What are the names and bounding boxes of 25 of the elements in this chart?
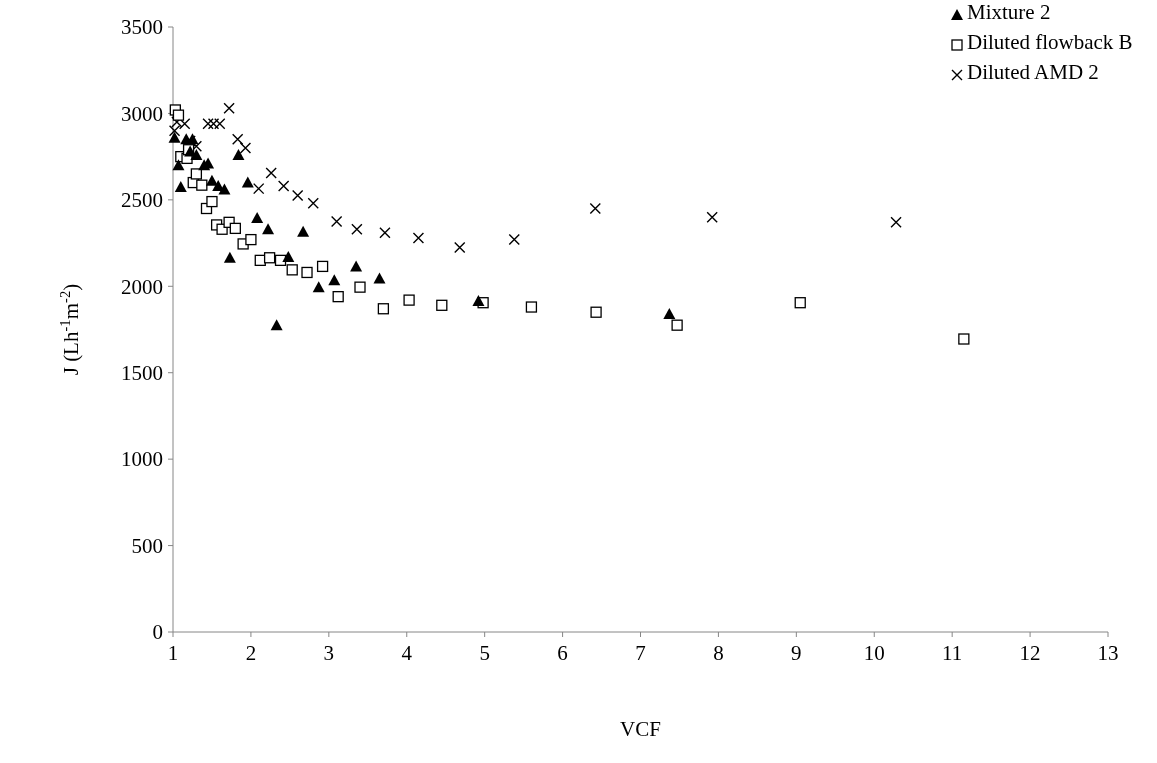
x-tick-label: 13 — [1097, 641, 1119, 665]
y-tick-label: 500 — [131, 533, 163, 558]
y-tick-label: 1000 — [121, 447, 163, 472]
x-tick-label: 5 — [479, 641, 490, 665]
y-tick-label: 1500 — [121, 361, 163, 386]
x-axis-title: VCF — [620, 717, 661, 741]
y-tick-label: 2000 — [121, 274, 163, 299]
x-tick-label: 1 — [167, 641, 179, 665]
y-tick-label: 2500 — [121, 188, 163, 213]
x-tick-label: 11 — [942, 641, 963, 665]
x-tick-label: 2 — [245, 641, 257, 665]
x-tick-label: 3 — [323, 641, 335, 665]
legend-label: Diluted AMD 2 — [967, 60, 1099, 85]
x-tick-label: 9 — [791, 641, 802, 665]
x-tick-label: 4 — [401, 641, 413, 665]
x-tick-label: 6 — [557, 641, 568, 665]
y-tick-label: 3500 — [121, 15, 163, 40]
x-tick-label: 12 — [1019, 641, 1041, 665]
x-tick-label: 8 — [713, 641, 724, 665]
legend-label: Diluted flowback B — [967, 30, 1133, 55]
x-tick-label: 7 — [635, 641, 646, 665]
x-tick-label: 10 — [863, 641, 885, 665]
legend-label: Mixture 2 — [967, 0, 1051, 25]
y-tick-label: 0 — [152, 620, 163, 645]
y-tick-label: 3000 — [121, 101, 163, 126]
